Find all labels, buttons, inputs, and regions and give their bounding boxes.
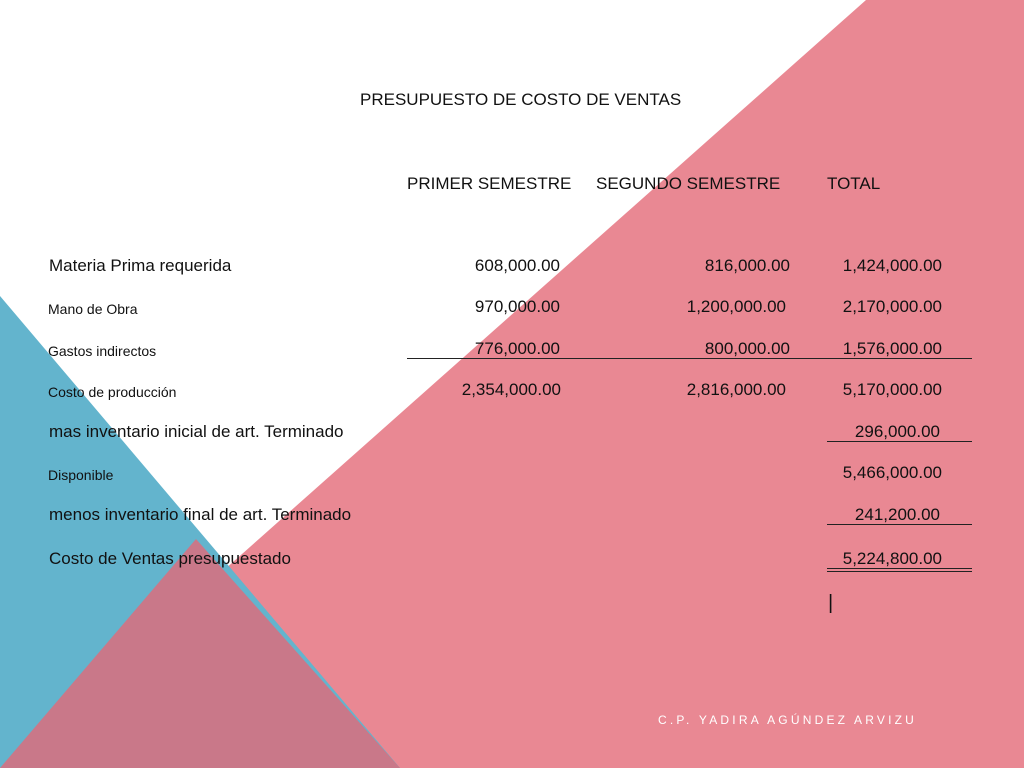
- subtotal-underline: [407, 358, 972, 359]
- row-value-total: 5,466,000.00: [842, 463, 942, 482]
- row-label-materia-prima: Materia Prima requerida: [49, 256, 232, 275]
- row-value-total: 5,170,000.00: [842, 380, 942, 399]
- double-underline-bottom: [827, 571, 972, 572]
- row-value-second-semester: 1,200,000.00: [686, 297, 786, 316]
- total-underline: [827, 441, 972, 442]
- double-underline-top: [827, 568, 972, 569]
- row-value-total: 241,200.00: [854, 505, 940, 524]
- row-value-total: 1,424,000.00: [842, 256, 942, 275]
- row-label-mano-de-obra: Mano de Obra: [48, 301, 138, 317]
- blue-triangle: [0, 296, 400, 768]
- row-value-total: 5,224,800.00: [842, 549, 942, 568]
- row-label-gastos-indirectos: Gastos indirectos: [48, 343, 157, 359]
- row-value-second-semester: 800,000.00: [704, 339, 790, 358]
- mauve-overlap: [0, 539, 400, 768]
- row-label-disponible: Disponible: [48, 467, 114, 483]
- text-cursor: |: [828, 592, 834, 614]
- total-underline: [827, 524, 972, 525]
- row-value-first-semester: 608,000.00: [474, 256, 560, 275]
- row-value-total: 296,000.00: [854, 422, 940, 441]
- slide-title: PRESUPUESTO DE COSTO DE VENTAS: [360, 90, 682, 109]
- row-value-second-semester: 2,816,000.00: [686, 380, 786, 399]
- column-header-total: TOTAL: [827, 174, 881, 193]
- row-value-first-semester: 970,000.00: [474, 297, 560, 316]
- row-value-first-semester: 776,000.00: [474, 339, 560, 358]
- column-header-first-semester: PRIMER SEMESTRE: [407, 174, 572, 193]
- footer-author: C.P. YADIRA AGÚNDEZ ARVIZU: [658, 713, 918, 727]
- column-header-second-semester: SEGUNDO SEMESTRE: [596, 174, 781, 193]
- row-value-total: 1,576,000.00: [842, 339, 942, 358]
- row-value-second-semester: 816,000.00: [704, 256, 790, 275]
- row-label-costo-de-produccion: Costo de producción: [48, 384, 177, 400]
- row-label-inventario-final: menos inventario final de art. Terminado: [49, 505, 352, 524]
- row-value-first-semester: 2,354,000.00: [461, 380, 561, 399]
- row-label-costo-de-ventas: Costo de Ventas presupuestado: [49, 549, 291, 568]
- row-value-total: 2,170,000.00: [842, 297, 942, 316]
- row-label-inventario-inicial: mas inventario inicial de art. Terminado: [49, 422, 344, 441]
